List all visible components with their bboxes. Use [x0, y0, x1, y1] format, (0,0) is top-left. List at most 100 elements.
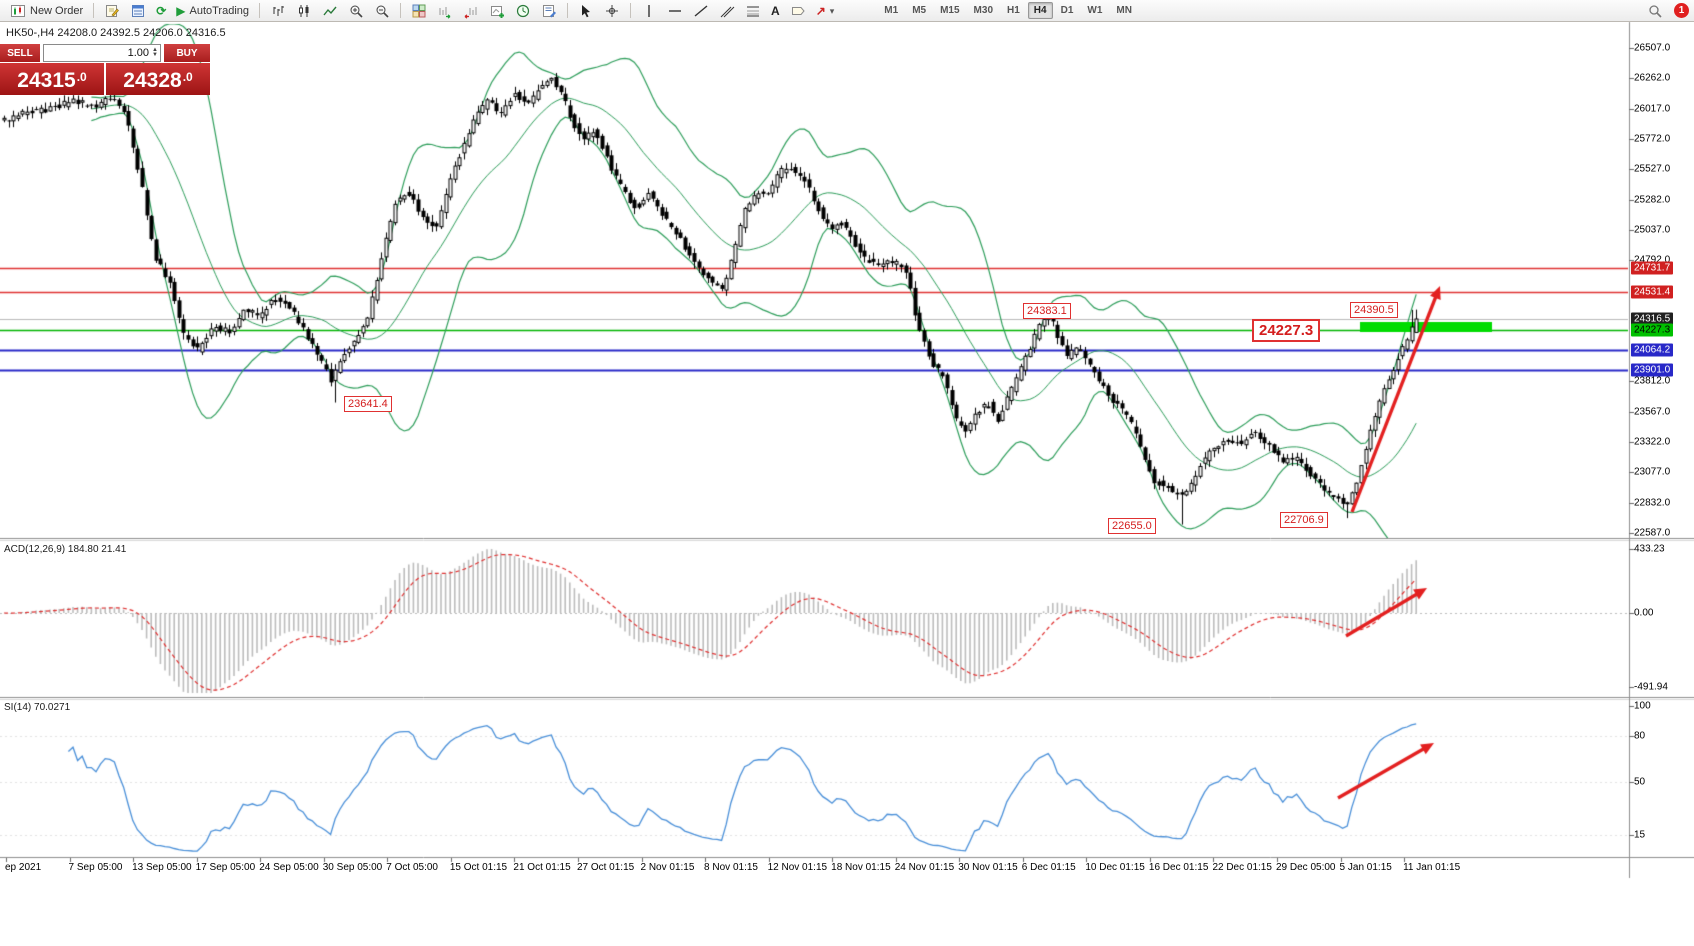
toolbar-right-cluster: 1 — [1642, 1, 1689, 21]
zoom-in-button[interactable] — [344, 1, 368, 21]
new-chart-button[interactable] — [485, 1, 509, 21]
toolbar-separator — [567, 3, 569, 18]
new-order-button[interactable]: New Order — [6, 1, 87, 21]
timeframe-m5-button[interactable]: M5 — [912, 5, 927, 16]
sell-button[interactable]: SELL — [0, 44, 40, 62]
price-tick-label: 23812.0 — [1634, 375, 1671, 387]
time-axis-label: 7 Oct 05:00 — [386, 862, 438, 873]
tile-windows-icon — [412, 4, 426, 17]
templates-button[interactable] — [537, 1, 561, 21]
toolbar-separator — [259, 3, 261, 18]
chart-shift-button[interactable] — [459, 1, 483, 21]
time-axis-label: 10 Dec 01:15 — [1085, 862, 1145, 873]
price-annotation[interactable]: 24383.1 — [1023, 303, 1071, 319]
metaeditor-button[interactable] — [100, 1, 124, 21]
sell-price-button[interactable]: 24315 .0 — [0, 63, 104, 95]
arrows-shapes-button[interactable]: ↗ ▾ — [812, 1, 839, 21]
time-axis-label: 13 Sep 05:00 — [132, 862, 192, 873]
timeframe-w1-button[interactable]: W1 — [1087, 5, 1103, 16]
timeframe-m15-button[interactable]: M15 — [940, 5, 960, 16]
spinner-up-icon[interactable]: ▲ — [152, 47, 158, 53]
price-tick-label: 25282.0 — [1634, 194, 1671, 206]
bar-chart-button[interactable] — [266, 1, 290, 21]
zoom-out-icon — [376, 5, 389, 18]
timeframe-m1-button[interactable]: M1 — [884, 5, 899, 16]
price-annotation[interactable]: 22706.9 — [1280, 512, 1328, 528]
time-axis[interactable]: ep 2021 7 Sep 05:00 13 Sep 05:00 17 Sep 05:… — [0, 858, 1628, 878]
price-tick-label: 23077.0 — [1634, 466, 1671, 478]
market-watch-button[interactable] — [126, 1, 150, 21]
buy-button[interactable]: BUY — [164, 44, 210, 62]
buy-price: 24328 — [123, 69, 182, 92]
trendline-button[interactable] — [689, 1, 713, 21]
zoom-out-button[interactable] — [370, 1, 394, 21]
market-watch-icon — [132, 4, 145, 17]
refresh-button[interactable]: ⟳ — [152, 1, 170, 21]
new-order-icon — [11, 4, 25, 17]
time-axis-label: 27 Oct 01:15 — [576, 862, 635, 873]
vertical-line-button[interactable] — [637, 1, 661, 21]
text-label-button[interactable] — [786, 1, 810, 21]
crosshair-icon — [606, 4, 619, 17]
price-annotation[interactable]: 24227.3 — [1252, 319, 1321, 342]
channel-button[interactable] — [715, 1, 739, 21]
price-level-tag: 23901.0 — [1631, 363, 1674, 377]
time-axis-label: 30 Nov 01:15 — [958, 862, 1018, 873]
tile-windows-button[interactable] — [407, 1, 431, 21]
lot-spinner[interactable]: ▲ ▼ — [152, 47, 158, 58]
price-annotation[interactable]: 23641.4 — [344, 396, 392, 412]
time-axis-label: 29 Dec 05:00 — [1276, 862, 1336, 873]
lot-size-field[interactable]: 1.00 ▲ ▼ — [43, 44, 161, 62]
autotrading-button[interactable]: ▶ AutoTrading — [172, 1, 253, 21]
zoom-in-icon — [350, 5, 363, 18]
chevron-down-icon: ▾ — [829, 5, 835, 16]
line-chart-button[interactable] — [318, 1, 342, 21]
time-axis-label: 11 Jan 01:15 — [1403, 862, 1461, 873]
crosshair-button[interactable] — [600, 1, 624, 21]
toolbar-separator — [400, 3, 402, 18]
price-tick-label: 24792.0 — [1634, 255, 1670, 266]
notification-badge[interactable]: 1 — [1674, 3, 1689, 18]
spinner-down-icon[interactable]: ▼ — [152, 52, 158, 58]
vertical-line-icon — [648, 4, 650, 17]
price-tick-label: 25772.0 — [1634, 133, 1671, 145]
time-axis-label: 17 Sep 05:00 — [195, 862, 256, 873]
time-axis-label: 6 Dec 01:15 — [1021, 862, 1076, 873]
lot-size-value: 1.00 — [127, 47, 150, 59]
fibonacci-button[interactable] — [741, 1, 765, 21]
buy-price-button[interactable]: 24328 .0 — [106, 63, 210, 95]
auto-scroll-button[interactable] — [433, 1, 457, 21]
timeframe-h4-button[interactable]: H4 — [1027, 2, 1053, 19]
periods-button[interactable] — [511, 1, 535, 21]
timeframe-d1-button[interactable]: D1 — [1060, 5, 1074, 16]
price-scale[interactable]: 26507.0 26262.0 26017.0 25772.0 25527.0 25282… — [1630, 22, 1694, 878]
price-annotation[interactable]: 24390.5 — [1350, 302, 1398, 318]
cursor-button[interactable] — [574, 1, 598, 21]
time-axis-label: 16 Dec 01:15 — [1148, 862, 1209, 873]
price-tick-label: 25527.0 — [1634, 163, 1671, 175]
rsi-axis-label: 80 — [1634, 730, 1646, 742]
price-annotation[interactable]: 22655.0 — [1108, 518, 1156, 534]
timeframe-mn-button[interactable]: MN — [1116, 5, 1132, 16]
time-axis-label: 24 Nov 01:15 — [894, 862, 955, 873]
search-button[interactable] — [1643, 1, 1667, 21]
time-axis-label: ep 2021 — [5, 862, 42, 873]
periods-clock-icon — [516, 4, 530, 17]
text-label-icon — [791, 6, 805, 15]
refresh-icon: ⟳ — [156, 3, 167, 18]
time-axis-label: 7 Sep 05:00 — [68, 862, 123, 873]
timeframe-m30-button[interactable]: M30 — [973, 5, 993, 16]
price-level-tag: 24227.3 — [1631, 323, 1674, 337]
trendline-icon — [694, 4, 708, 17]
price-tick-label: 22832.0 — [1634, 497, 1671, 509]
timeframe-h1-button[interactable]: H1 — [1007, 5, 1020, 16]
new-order-label: New Order — [30, 4, 84, 17]
toolbar: New Order ⟳ ▶ AutoTrading — [0, 0, 1694, 22]
price-level-tag: 24731.7 — [1631, 261, 1674, 275]
candlestick-chart-button[interactable] — [292, 1, 316, 21]
macd-axis-label: -491.94 — [1634, 681, 1668, 693]
horizontal-line-button[interactable] — [663, 1, 687, 21]
text-button[interactable]: A — [767, 1, 784, 21]
rsi-axis-label: 15 — [1634, 829, 1646, 841]
